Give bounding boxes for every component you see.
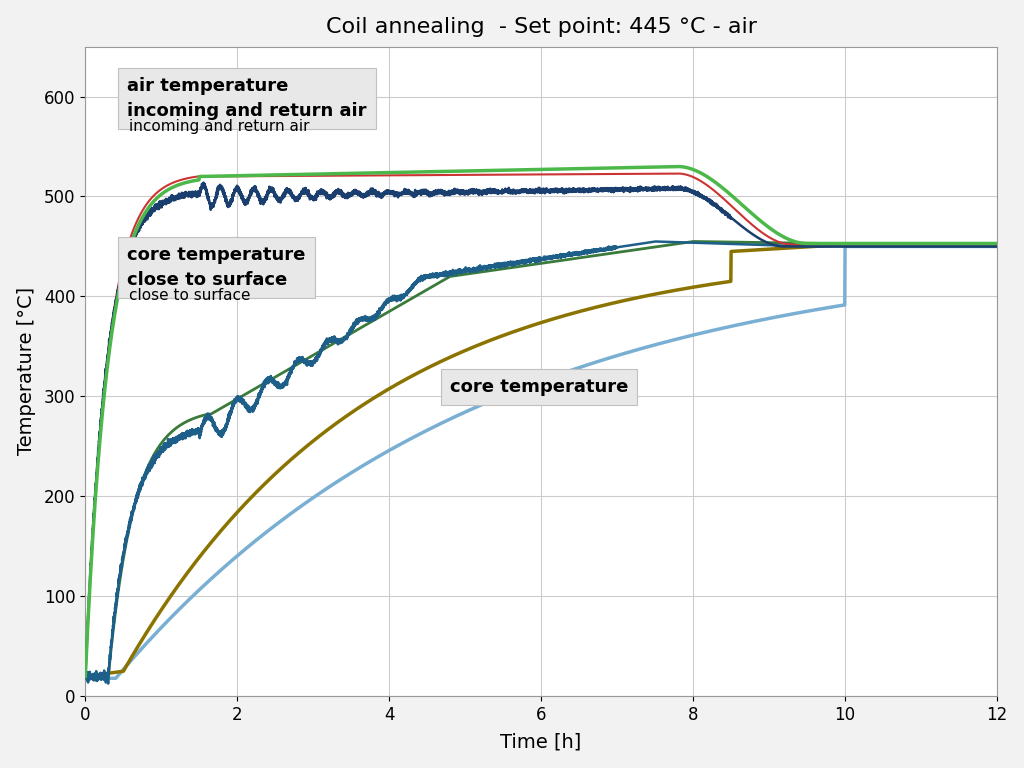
Text: core temperature: core temperature	[450, 379, 629, 396]
Y-axis label: Temperature [°C]: Temperature [°C]	[16, 287, 36, 455]
Text: close to surface: close to surface	[129, 289, 250, 303]
Text: incoming and return air: incoming and return air	[129, 118, 309, 134]
Title: Coil annealing  - Set point: 445 °C - air: Coil annealing - Set point: 445 °C - air	[326, 17, 757, 37]
Text: core temperature
close to surface: core temperature close to surface	[127, 247, 305, 290]
X-axis label: Time [h]: Time [h]	[501, 733, 582, 751]
Text: air temperature
incoming and return air: air temperature incoming and return air	[127, 77, 367, 120]
